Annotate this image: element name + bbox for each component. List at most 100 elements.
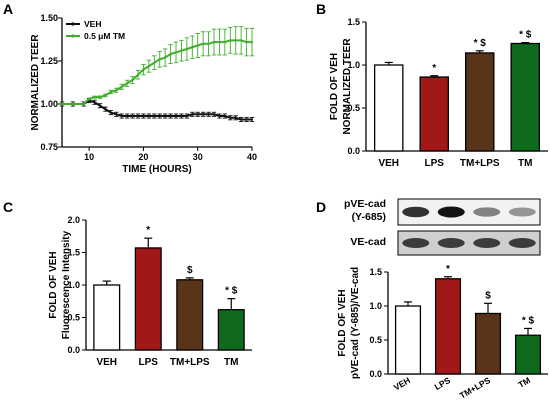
panel-b: B 0.0 0.5 1.0 1.5 VEH * LPS * $ TM+LPS * $ TM FOLD … <box>316 1 548 169</box>
bar-tm-lps <box>464 52 495 152</box>
data-point <box>131 78 134 82</box>
data-point <box>71 102 74 106</box>
bar-tm-lps <box>474 312 502 375</box>
y-tick-label: 0.75 <box>40 142 58 152</box>
blot-band <box>402 238 430 248</box>
legend-label: 0.5 μM TM <box>84 31 125 41</box>
data-point <box>93 101 96 104</box>
y-tick-label: 0.5 <box>369 335 382 345</box>
panel-letter-d: D <box>316 199 326 215</box>
data-point <box>142 68 145 71</box>
data-point <box>60 102 64 106</box>
legend-marker <box>71 22 75 26</box>
bar-veh <box>93 284 121 351</box>
data-point <box>164 114 167 118</box>
y-axis-title-line1: FOLD OF VEH <box>48 251 59 318</box>
panel-d: D pVE-cad (Y-685) VE-cad 0.0 0.5 1.0 1.5 VEH… <box>316 198 548 400</box>
x-tick-label: 40 <box>247 152 257 162</box>
blot-label-y685: (Y-685) <box>352 211 386 223</box>
data-point <box>185 47 188 51</box>
series-tm <box>60 26 255 106</box>
blot-label-pvecad: pVE-cad <box>344 198 386 210</box>
category-label: VEH <box>392 375 412 392</box>
significance-label: * <box>432 63 436 74</box>
data-point <box>191 46 194 49</box>
data-point <box>104 108 107 111</box>
data-point <box>180 49 183 52</box>
significance-label: * $ <box>474 38 487 49</box>
bar-tm-lps <box>176 279 204 351</box>
data-point <box>207 42 210 45</box>
bar-tm <box>510 42 541 152</box>
data-point <box>250 40 254 44</box>
data-point <box>202 113 205 116</box>
x-tick-label: 10 <box>84 152 94 162</box>
y-axis-title-line1: FOLD OF VEH <box>337 289 348 356</box>
data-point <box>174 51 178 54</box>
data-point <box>240 39 243 42</box>
y-tick-label: 0.5 <box>347 103 360 113</box>
significance-label: $ <box>187 265 193 276</box>
data-point <box>120 114 123 118</box>
data-point <box>158 114 161 118</box>
data-point <box>126 114 129 118</box>
data-point <box>93 96 96 99</box>
data-point <box>120 85 123 88</box>
data-point <box>147 65 150 68</box>
y-axis-title-line2: Fluorescence Intensity <box>61 230 72 339</box>
panel-a: A 0.75 1.00 1.25 1.50 10 20 30 40 TIME (HOURS) NO… <box>3 1 257 175</box>
significance-label: * $ <box>225 286 238 297</box>
y-tick-label: 1.0 <box>67 280 80 290</box>
bar-tm <box>514 334 542 375</box>
y-axis-title: NORMALIZED TEER <box>30 34 41 131</box>
blot-band <box>473 207 501 217</box>
category-label: TM <box>518 158 532 169</box>
data-point <box>98 96 102 99</box>
data-point <box>223 40 226 44</box>
significance-label: * $ <box>522 315 535 326</box>
data-point <box>158 58 161 61</box>
blot-band <box>508 207 536 217</box>
data-point <box>212 40 216 44</box>
y-tick-label: 1.5 <box>347 17 360 27</box>
category-label: LPS <box>139 357 159 368</box>
y-tick-label: 1.25 <box>40 56 58 66</box>
data-point <box>115 113 118 116</box>
data-point <box>234 116 237 119</box>
blot-band <box>437 206 465 218</box>
data-point <box>207 113 210 116</box>
data-point <box>250 118 254 121</box>
data-point <box>191 113 194 116</box>
data-point <box>196 44 199 47</box>
data-point <box>223 114 226 118</box>
y-tick-label: 2.0 <box>67 215 80 225</box>
data-point <box>229 116 232 119</box>
data-point <box>153 61 156 64</box>
category-label: VEH <box>96 357 117 368</box>
category-label: TM+LPS <box>170 357 210 368</box>
data-point <box>218 114 221 118</box>
bar-lps <box>419 76 450 152</box>
legend-marker <box>71 34 75 38</box>
data-point <box>115 89 118 92</box>
blot-band <box>402 206 430 218</box>
bar-lps <box>134 247 162 351</box>
data-point <box>142 114 145 118</box>
y-tick-label: 1.0 <box>369 301 382 311</box>
data-point <box>229 39 232 42</box>
category-label: VEH <box>378 158 399 169</box>
significance-label: $ <box>485 290 491 301</box>
y-tick-label: 1.00 <box>40 99 58 109</box>
data-point <box>202 42 205 45</box>
data-point <box>109 90 112 94</box>
blot-label-vecad: VE-cad <box>350 236 386 248</box>
data-point <box>98 104 102 107</box>
y-tick-label: 1.0 <box>347 60 360 70</box>
series-veh <box>59 98 255 122</box>
y-tick-label: 1.50 <box>40 13 58 23</box>
x-axis-title: TIME (HOURS) <box>122 164 191 175</box>
y-axis-title-line1: FOLD OF VEH <box>329 53 340 120</box>
data-point <box>88 97 91 100</box>
y-tick-label: 0.0 <box>369 369 382 379</box>
